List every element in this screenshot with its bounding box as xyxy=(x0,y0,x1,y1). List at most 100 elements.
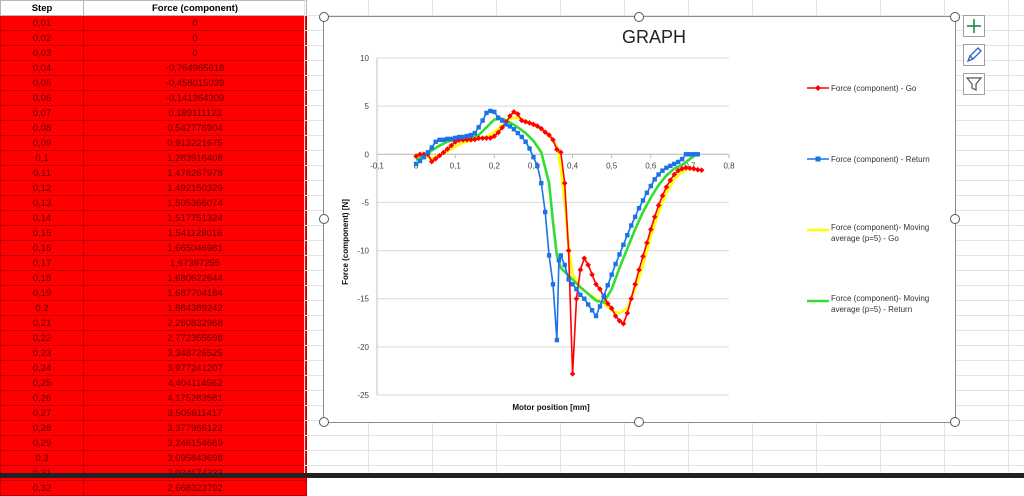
chart-title[interactable]: GRAPH xyxy=(622,27,686,47)
cell-force[interactable]: 3,246154669 xyxy=(83,435,307,451)
cell-force[interactable]: 1,492150329 xyxy=(83,180,307,196)
cell-step[interactable]: 0,13 xyxy=(0,195,84,211)
cell-step[interactable]: 0,3 xyxy=(0,450,84,466)
data-point-return xyxy=(468,132,474,138)
data-point-return xyxy=(644,190,650,195)
cell-force[interactable]: 1,884389242 xyxy=(83,300,307,316)
data-point-go xyxy=(487,135,494,141)
resize-handle-top-left[interactable] xyxy=(319,12,329,22)
cell-force[interactable]: 2,260832968 xyxy=(83,315,307,331)
cell-force[interactable]: 3,095843698 xyxy=(83,450,307,466)
cell-step[interactable]: 0,19 xyxy=(0,285,84,301)
cell-step[interactable]: 0,09 xyxy=(0,135,84,151)
data-point-return xyxy=(476,125,481,130)
cell-force[interactable]: 1,283916408 xyxy=(83,150,307,166)
cell-step[interactable]: 0,03 xyxy=(0,45,84,61)
chart-styles-button[interactable] xyxy=(963,44,985,66)
cell-force[interactable]: -0,141364309 xyxy=(83,90,307,106)
resize-handle-top-right[interactable] xyxy=(950,12,960,22)
cell-force[interactable]: -0,458015039 xyxy=(83,75,307,91)
cell-step[interactable]: 0,07 xyxy=(0,105,84,121)
cell-step[interactable]: 0,25 xyxy=(0,375,84,391)
legend[interactable]: Force (component) - Go Force (component) … xyxy=(807,84,930,314)
cell-force[interactable]: 0 xyxy=(83,30,307,46)
data-point-return xyxy=(542,209,548,215)
cell-force[interactable]: 3,377966122 xyxy=(83,420,307,436)
cell-step[interactable]: 0,23 xyxy=(0,345,84,361)
cell-force[interactable]: 1,680622644 xyxy=(83,270,307,286)
data-point-return xyxy=(527,146,532,151)
cell-force[interactable]: 1,687704184 xyxy=(83,285,307,301)
cell-force[interactable]: 1,517751324 xyxy=(83,210,307,226)
cell-force[interactable]: 3,977241207 xyxy=(83,360,307,376)
cell-force[interactable]: 1,67397255 xyxy=(83,255,307,271)
cell-step[interactable]: 0,26 xyxy=(0,390,84,406)
column-header-force[interactable]: Force (component) xyxy=(83,0,307,16)
cell-step[interactable]: 0,02 xyxy=(0,30,84,46)
resize-handle-top-center[interactable] xyxy=(634,12,644,22)
resize-handle-bottom-right[interactable] xyxy=(950,417,960,427)
cell-step[interactable]: 0,32 xyxy=(0,480,84,496)
cell-step[interactable]: 0,08 xyxy=(0,120,84,136)
resize-handle-middle-right[interactable] xyxy=(950,214,960,224)
chart-elements-button[interactable] xyxy=(963,15,985,37)
cell-step[interactable]: 0,12 xyxy=(0,180,84,196)
data-point-return xyxy=(609,272,614,277)
cell-step[interactable]: 0,11 xyxy=(0,165,84,181)
data-point-go xyxy=(647,226,654,233)
data-point-return xyxy=(425,150,431,155)
cell-step[interactable]: 0,1 xyxy=(0,150,84,166)
cell-step[interactable]: 0,05 xyxy=(0,75,84,91)
cell-step[interactable]: 0,15 xyxy=(0,225,84,241)
cell-force[interactable]: 4,404114562 xyxy=(83,375,307,391)
cell-force[interactable]: 1,505366074 xyxy=(83,195,307,211)
cell-step[interactable]: 0,28 xyxy=(0,420,84,436)
cell-force[interactable]: 3,505611417 xyxy=(83,405,307,421)
cell-force[interactable]: 2,668323792 xyxy=(83,480,307,496)
data-point-return xyxy=(566,277,571,282)
resize-handle-middle-left[interactable] xyxy=(319,214,329,224)
cell-step[interactable]: 0,14 xyxy=(0,210,84,226)
cell-force[interactable]: 0,913221675 xyxy=(83,135,307,151)
cell-step[interactable]: 0,2 xyxy=(0,300,84,316)
data-point-return xyxy=(460,134,466,140)
cell-force[interactable]: 0,189111123 xyxy=(83,105,307,121)
data-point-go xyxy=(569,371,576,377)
cell-force[interactable]: 0 xyxy=(83,45,307,61)
cell-step[interactable]: 0,24 xyxy=(0,360,84,376)
data-point-go xyxy=(687,165,693,172)
cell-step[interactable]: 0,06 xyxy=(0,90,84,106)
y-axis-title[interactable]: Force (component) [N] xyxy=(341,199,350,285)
resize-handle-bottom-left[interactable] xyxy=(319,417,329,427)
column-header-step[interactable]: Step xyxy=(0,0,84,16)
cell-step[interactable]: 0,16 xyxy=(0,240,84,256)
cell-force[interactable]: 0 xyxy=(83,15,307,31)
chart-area[interactable]: GRAPH Force (component) [N] Motor positi… xyxy=(323,16,956,423)
data-point-return xyxy=(593,313,599,319)
cell-force[interactable]: 2,772355598 xyxy=(83,330,307,346)
x-tick-label: 0,2 xyxy=(489,161,501,170)
legend-marker xyxy=(815,156,821,162)
cell-step[interactable]: 0,21 xyxy=(0,315,84,331)
cell-step[interactable]: 0,27 xyxy=(0,405,84,421)
cell-step[interactable]: 0,04 xyxy=(0,60,84,76)
resize-handle-bottom-center[interactable] xyxy=(634,417,644,427)
cell-step[interactable]: 0,01 xyxy=(0,15,84,31)
cell-force[interactable]: 4,175283581 xyxy=(83,390,307,406)
cell-force[interactable]: 3,348726525 xyxy=(83,345,307,361)
cell-force[interactable]: -0,764965618 xyxy=(83,60,307,76)
cell-force[interactable]: 1,478267978 xyxy=(83,165,307,181)
cell-force[interactable]: 0,542776904 xyxy=(83,120,307,136)
cell-step[interactable]: 0,22 xyxy=(0,330,84,346)
x-tick-label: -0,1 xyxy=(370,161,384,170)
cell-step[interactable]: 0,18 xyxy=(0,270,84,286)
legend-item-label: Force (component)- Moving average (p=5) -… xyxy=(831,223,929,243)
chart-filters-button[interactable] xyxy=(963,73,985,95)
data-point-go xyxy=(460,137,466,143)
cell-step[interactable]: 0,17 xyxy=(0,255,84,271)
data-point-go xyxy=(663,184,670,190)
cell-force[interactable]: 1,541128016 xyxy=(83,225,307,241)
cell-force[interactable]: 1,665046981 xyxy=(83,240,307,256)
x-axis-title[interactable]: Motor position [mm] xyxy=(512,403,590,412)
cell-step[interactable]: 0,29 xyxy=(0,435,84,451)
